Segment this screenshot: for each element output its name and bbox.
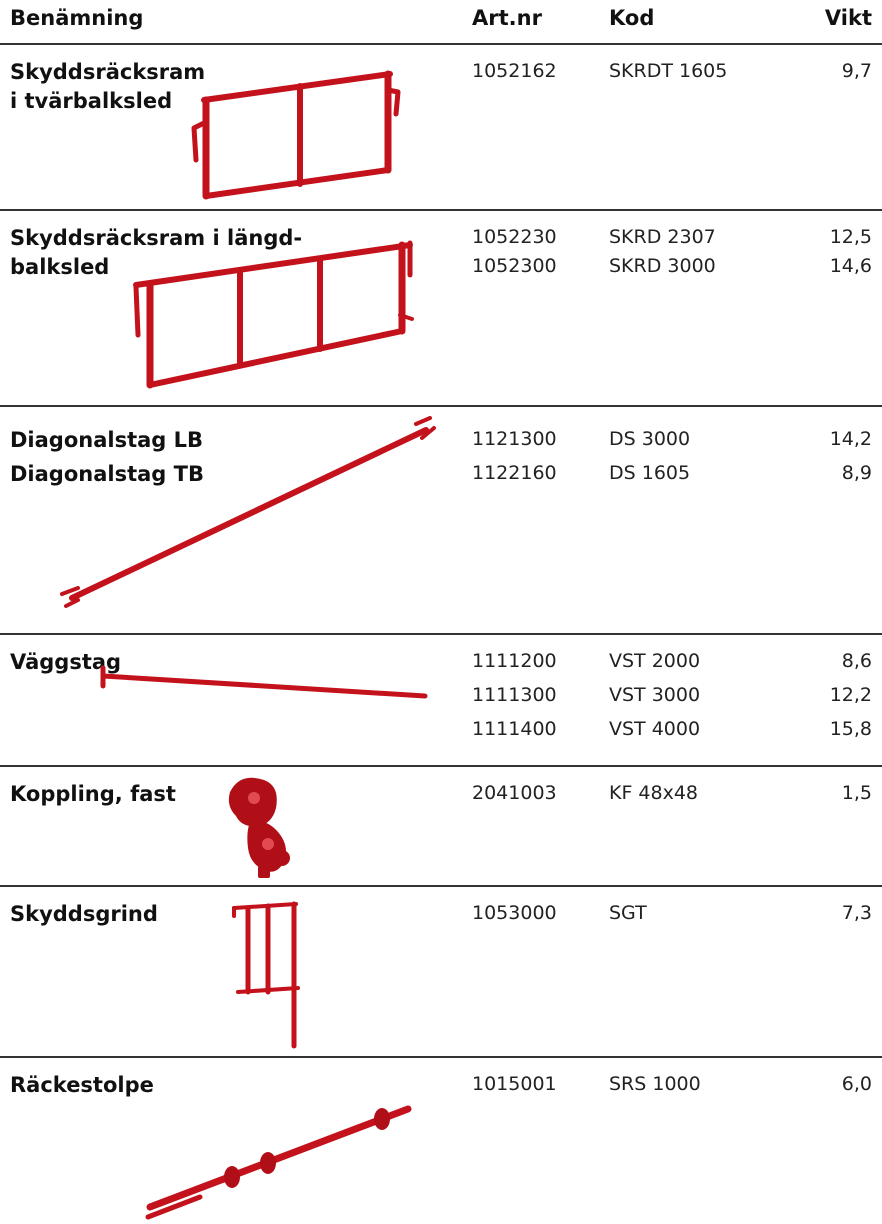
divider <box>0 43 882 45</box>
art-number: 1052230 <box>472 226 557 248</box>
art-number: 1111400 <box>472 718 557 740</box>
railing-post-icon <box>145 1105 412 1220</box>
product-name: Räckestolpe <box>10 1073 154 1097</box>
table-row: 1052162 SKRDT 1605 9,7 <box>0 60 882 90</box>
product-name: Skyddsräcksram i tvärbalksled <box>10 60 206 113</box>
weight: 12,5 <box>829 226 872 248</box>
product-section-diagonal-brace: Diagonalstag LB Diagonalstag TB 1121300 … <box>0 406 882 633</box>
product-name: Skyddsgrind <box>10 902 158 926</box>
table-row: 1121300 DS 3000 14,2 <box>0 428 882 458</box>
weight: 1,5 <box>841 782 872 804</box>
divider <box>0 765 882 767</box>
table-row: 1052300 SKRD 3000 14,6 <box>0 255 882 285</box>
product-name: Koppling, fast <box>10 782 176 806</box>
product-section-wall-tie: Väggstag 1111200 VST 2000 8,6 1111300 VS… <box>0 634 882 765</box>
product-name: Diagonalstag TB <box>10 462 204 486</box>
product-code: KF 48x48 <box>609 782 699 804</box>
safety-gate-icon <box>232 901 300 1049</box>
col-header-name: Benämning <box>10 6 144 30</box>
weight: 15,8 <box>829 718 872 740</box>
art-number: 1053000 <box>472 902 557 924</box>
col-header-kod: Kod <box>609 6 655 30</box>
weight: 12,2 <box>829 684 872 706</box>
product-code: VST 3000 <box>609 684 701 706</box>
table-row: 1111200 VST 2000 8,6 <box>0 650 882 680</box>
art-number: 1121300 <box>472 428 557 450</box>
col-header-vikt: Vikt <box>824 6 872 30</box>
art-number: 1111200 <box>472 650 557 672</box>
product-name: Skyddsräcksram i längd- balksled <box>10 226 303 279</box>
product-code: SKRD 2307 <box>609 226 716 248</box>
table-row: 1053000 SGT 7,3 <box>0 902 882 932</box>
table-row: 1111400 VST 4000 15,8 <box>0 718 882 748</box>
art-number: 1052162 <box>472 60 557 82</box>
product-code: SKRD 3000 <box>609 255 716 277</box>
table-row: 1111300 VST 3000 12,2 <box>0 684 882 714</box>
product-code: DS 3000 <box>609 428 691 450</box>
divider <box>0 885 882 887</box>
product-section-railing-post: Räckestolpe 1015001 SRS 1000 6,0 <box>0 1057 882 1224</box>
product-code: SRS 1000 <box>609 1073 701 1095</box>
divider <box>0 1056 882 1058</box>
product-code: SGT <box>609 902 647 924</box>
wall-tie-icon <box>100 665 428 699</box>
guardrail-frame-cross-icon <box>191 70 401 200</box>
guardrail-frame-long-icon <box>133 240 414 389</box>
weight: 6,0 <box>841 1073 872 1095</box>
col-header-art: Art.nr <box>472 6 542 30</box>
product-name: Diagonalstag LB <box>10 428 204 452</box>
product-code: VST 2000 <box>609 650 701 672</box>
fixed-coupler-icon <box>228 777 290 878</box>
product-section-safety-gate: Skyddsgrind 1053000 SGT 7,3 <box>0 886 882 1056</box>
weight: 8,9 <box>841 462 872 484</box>
divider <box>0 405 882 407</box>
product-code: VST 4000 <box>609 718 701 740</box>
diagonal-brace-icon <box>60 416 436 608</box>
art-number: 1015001 <box>472 1073 557 1095</box>
table-row: 2041003 KF 48x48 1,5 <box>0 782 882 812</box>
product-section-fixed-coupler: Koppling, fast 2041003 KF 48x48 1,5 <box>0 766 882 885</box>
weight: 8,6 <box>841 650 872 672</box>
product-section-guardrail-long: Skyddsräcksram i längd- balksled 1052230… <box>0 210 882 405</box>
weight: 14,2 <box>829 428 872 450</box>
product-section-guardrail-cross: Skyddsräcksram i tvärbalksled 1052162 SK… <box>0 44 882 209</box>
table-row: 1122160 DS 1605 8,9 <box>0 462 882 492</box>
divider <box>0 633 882 635</box>
divider <box>0 209 882 211</box>
table-row: 1015001 SRS 1000 6,0 <box>0 1073 882 1103</box>
art-number: 1052300 <box>472 255 557 277</box>
table-header: Benämning Art.nr Kod Vikt <box>0 0 882 44</box>
table-row: 1052230 SKRD 2307 12,5 <box>0 226 882 256</box>
art-number: 2041003 <box>472 782 557 804</box>
weight: 9,7 <box>841 60 872 82</box>
product-code: SKRDT 1605 <box>609 60 728 82</box>
art-number: 1111300 <box>472 684 557 706</box>
art-number: 1122160 <box>472 462 557 484</box>
weight: 14,6 <box>829 255 872 277</box>
product-code: DS 1605 <box>609 462 691 484</box>
weight: 7,3 <box>841 902 872 924</box>
